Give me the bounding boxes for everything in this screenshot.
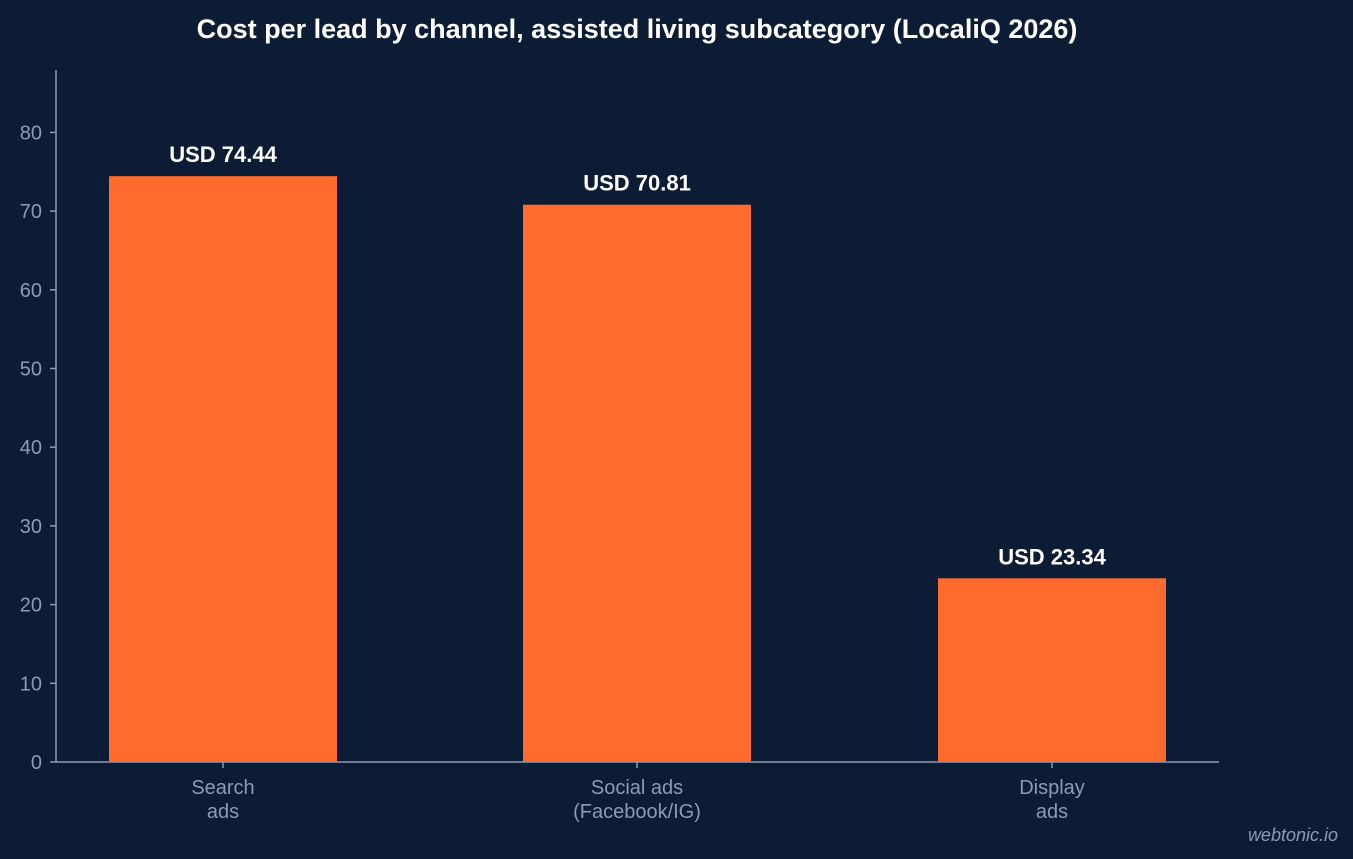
bars-group	[109, 176, 1166, 763]
y-tick-label: 60	[20, 280, 42, 302]
y-tick-label: 30	[20, 516, 42, 538]
x-category-label: Display ads	[1019, 777, 1085, 823]
bar-value-label: USD 23.34	[998, 544, 1106, 569]
bar-value-label: USD 70.81	[583, 171, 691, 196]
x-category-label-line: Search	[191, 777, 254, 799]
y-tick-label: 70	[20, 201, 42, 223]
watermark-text: webtonic.io	[1248, 825, 1338, 845]
x-category-label: Social ads (Facebook/IG)	[573, 777, 701, 823]
x-category-label-line: (Facebook/IG)	[573, 801, 701, 823]
y-tick-label: 10	[20, 673, 42, 695]
bar	[523, 204, 751, 763]
y-tick-label: 20	[20, 595, 42, 617]
y-tick-label: 40	[20, 437, 42, 459]
x-category-label: Search ads	[191, 777, 254, 823]
x-category-label-line: Social ads	[591, 777, 683, 799]
x-category-label-line: Display	[1019, 777, 1085, 799]
y-tick-label: 80	[20, 122, 42, 144]
y-tick-label: 50	[20, 359, 42, 381]
bar	[938, 578, 1166, 762]
chart-title: Cost per lead by channel, assisted livin…	[197, 14, 1078, 44]
x-category-label-line: ads	[207, 801, 239, 823]
y-tick-label: 0	[31, 752, 42, 774]
x-category-label-line: ads	[1036, 801, 1068, 823]
bar-value-label: USD 74.44	[169, 142, 277, 167]
bar	[109, 176, 337, 762]
